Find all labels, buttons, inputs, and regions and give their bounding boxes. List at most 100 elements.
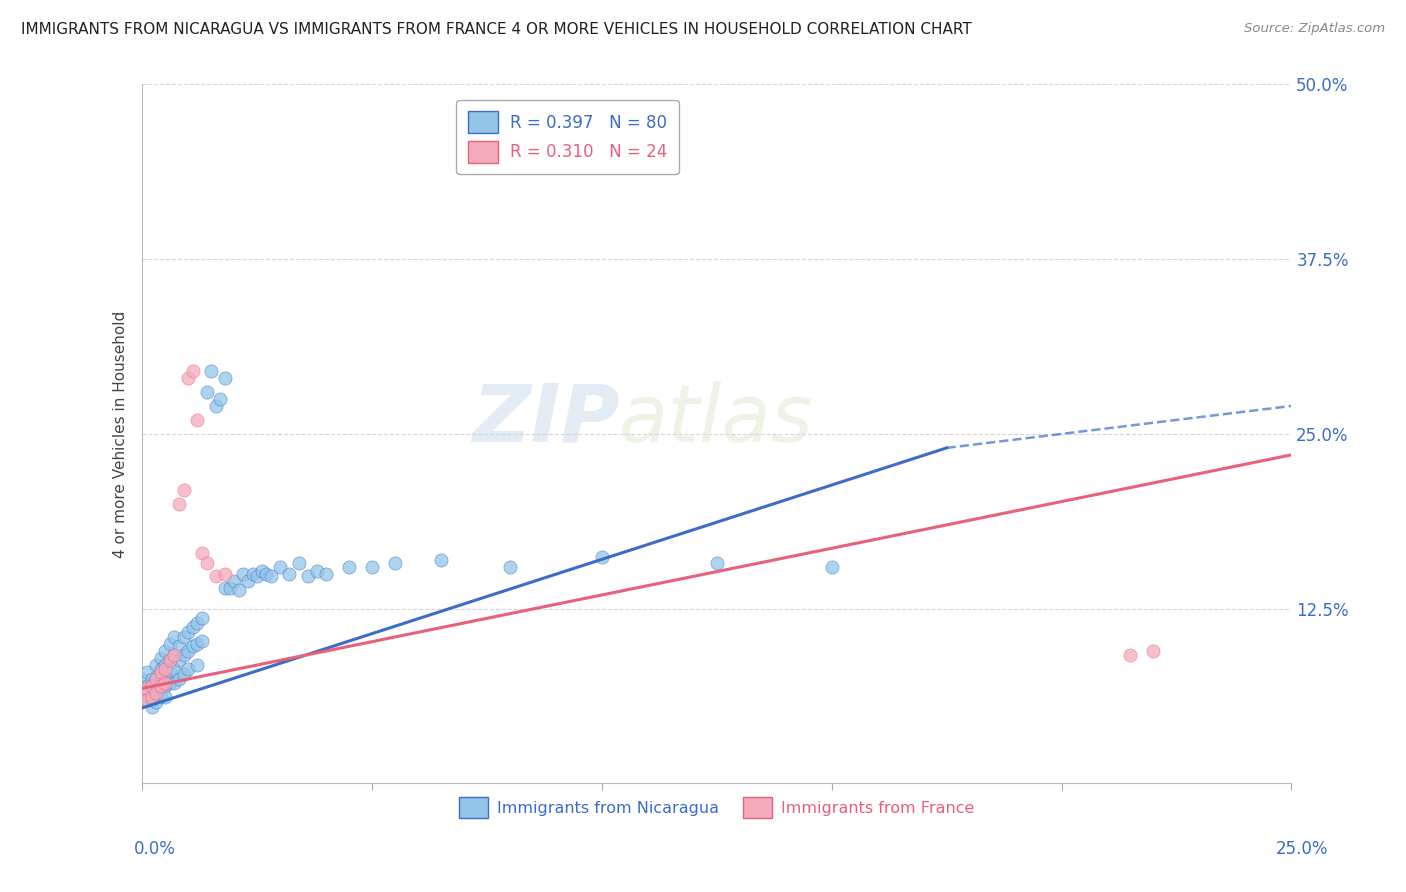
Point: [191, 611, 214, 625]
Point: [200, 364, 222, 378]
Point: [181, 640, 204, 654]
Point: [269, 559, 291, 574]
Point: [1142, 643, 1164, 657]
Point: [250, 564, 273, 578]
Point: [181, 620, 204, 634]
Point: [228, 583, 250, 598]
Point: [191, 546, 214, 560]
Point: [141, 699, 163, 714]
Point: [135, 681, 157, 696]
Point: [135, 685, 157, 699]
Point: [159, 653, 181, 667]
Point: [149, 690, 172, 704]
Point: [186, 615, 208, 630]
Point: [167, 672, 190, 686]
Point: [159, 653, 181, 667]
Point: [195, 384, 218, 399]
Point: [214, 371, 236, 385]
Point: [149, 665, 172, 679]
Text: ZIP: ZIP: [472, 381, 619, 459]
Point: [430, 552, 453, 566]
Text: 0.0%: 0.0%: [134, 840, 176, 858]
Point: [205, 569, 228, 583]
Point: [155, 667, 177, 681]
Point: [173, 483, 195, 497]
Point: [297, 569, 319, 583]
Point: [149, 667, 172, 681]
Point: [499, 559, 522, 574]
Point: [149, 662, 172, 676]
Point: [254, 566, 277, 581]
Text: Source: ZipAtlas.com: Source: ZipAtlas.com: [1244, 22, 1385, 36]
Point: [186, 637, 208, 651]
Point: [167, 653, 190, 667]
Point: [135, 692, 157, 706]
Point: [361, 559, 384, 574]
Point: [141, 679, 163, 693]
Point: [278, 566, 301, 581]
Point: [159, 665, 181, 679]
Point: [145, 695, 167, 709]
Point: [177, 643, 200, 657]
Point: [163, 675, 186, 690]
Point: [135, 665, 157, 679]
Point: [155, 679, 177, 693]
Point: [191, 633, 214, 648]
Point: [218, 581, 240, 595]
Point: [131, 685, 153, 699]
Point: [159, 675, 181, 690]
Point: [135, 679, 157, 693]
Point: [149, 679, 172, 693]
Point: [1119, 648, 1142, 662]
Point: [214, 566, 236, 581]
Point: [821, 559, 844, 574]
Point: [232, 566, 254, 581]
Y-axis label: 4 or more Vehicles in Household: 4 or more Vehicles in Household: [114, 310, 128, 558]
Point: [163, 630, 186, 644]
Point: [209, 392, 232, 406]
Point: [145, 657, 167, 672]
Point: [177, 371, 200, 385]
Point: [186, 413, 208, 427]
Point: [591, 549, 613, 564]
Point: [145, 685, 167, 699]
Point: [145, 685, 167, 699]
Point: [305, 564, 328, 578]
Point: [195, 556, 218, 570]
Point: [163, 648, 186, 662]
Text: atlas: atlas: [619, 381, 814, 459]
Point: [224, 574, 246, 588]
Point: [236, 574, 259, 588]
Point: [173, 648, 195, 662]
Point: [155, 643, 177, 657]
Point: [167, 640, 190, 654]
Point: [149, 650, 172, 665]
Point: [181, 364, 204, 378]
Point: [155, 690, 177, 704]
Point: [177, 625, 200, 640]
Point: [131, 672, 153, 686]
Point: [214, 581, 236, 595]
Point: [242, 566, 264, 581]
Point: [135, 692, 157, 706]
Point: [163, 662, 186, 676]
Text: 25.0%: 25.0%: [1277, 840, 1329, 858]
Point: [167, 497, 190, 511]
Point: [155, 662, 177, 676]
Point: [141, 672, 163, 686]
Point: [141, 692, 163, 706]
Point: [287, 556, 309, 570]
Point: [186, 657, 208, 672]
Point: [155, 657, 177, 672]
Point: [173, 667, 195, 681]
Point: [315, 566, 337, 581]
Point: [163, 648, 186, 662]
Point: [145, 672, 167, 686]
Text: IMMIGRANTS FROM NICARAGUA VS IMMIGRANTS FROM FRANCE 4 OR MORE VEHICLES IN HOUSEH: IMMIGRANTS FROM NICARAGUA VS IMMIGRANTS …: [21, 22, 972, 37]
Point: [706, 556, 728, 570]
Point: [205, 399, 228, 413]
Point: [177, 662, 200, 676]
Point: [145, 672, 167, 686]
Point: [384, 556, 406, 570]
Legend: Immigrants from Nicaragua, Immigrants from France: Immigrants from Nicaragua, Immigrants fr…: [453, 791, 981, 824]
